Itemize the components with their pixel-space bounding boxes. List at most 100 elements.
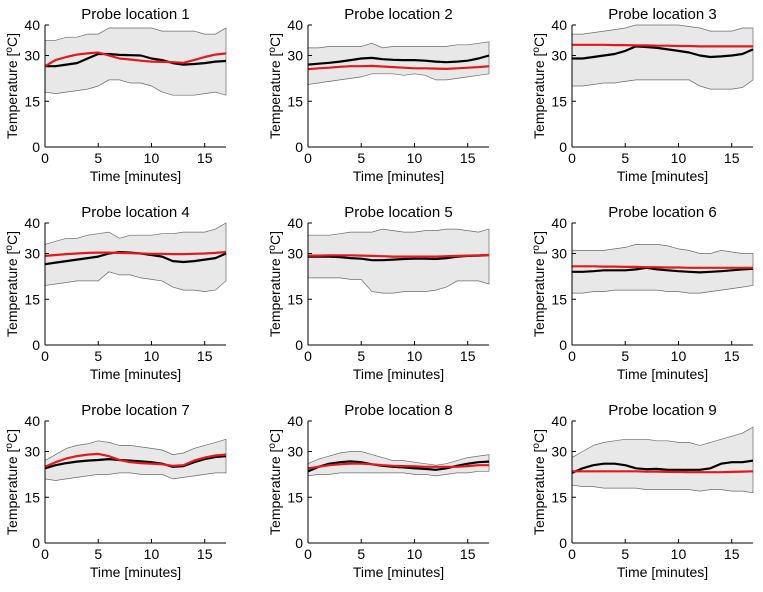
subplot-title: Probe location 8 bbox=[344, 402, 452, 419]
x-axis-label: Time [minutes] bbox=[617, 168, 708, 184]
subplot-2: 0 15 30 40 0 5 10 15 Probe location 2 Time [minut… bbox=[267, 6, 490, 184]
subplot-title: Probe location 3 bbox=[608, 6, 716, 23]
y-tick-label: 30 bbox=[287, 444, 303, 460]
y-tick-label: 0 bbox=[559, 535, 567, 551]
subplot-1: 0 15 30 40 0 5 10 15 Probe location 1 Time [minut… bbox=[4, 6, 227, 184]
x-axis-label: Time [minutes] bbox=[353, 168, 444, 184]
y-axis-label: Temperature [oC] bbox=[267, 231, 283, 337]
y-tick-label: 40 bbox=[551, 413, 567, 429]
x-tick-label: 0 bbox=[304, 546, 312, 562]
y-tick-label: 0 bbox=[32, 139, 40, 155]
x-tick-label: 10 bbox=[144, 150, 160, 166]
subplot-title: Probe location 2 bbox=[344, 6, 452, 23]
y-tick-label: 30 bbox=[551, 246, 567, 262]
y-tick-label: 15 bbox=[551, 93, 567, 109]
x-axis-label: Time [minutes] bbox=[353, 564, 444, 580]
series-line-model bbox=[307, 64, 490, 71]
y-tick-label: 30 bbox=[24, 444, 40, 460]
subplot-title: Probe location 7 bbox=[81, 402, 189, 419]
series-line-model bbox=[307, 462, 489, 470]
x-tick-label: 0 bbox=[304, 348, 312, 364]
y-tick-label: 40 bbox=[287, 413, 303, 429]
series-line-model bbox=[44, 452, 227, 468]
subplot-8: 0 15 30 40 0 5 10 15 Probe location 8 Time [minut… bbox=[267, 402, 490, 580]
range-band bbox=[44, 222, 227, 292]
series-line-mean bbox=[45, 52, 227, 68]
x-tick-label: 0 bbox=[568, 348, 576, 364]
x-axis-label: Time [minutes] bbox=[353, 366, 444, 382]
y-tick-label: 0 bbox=[32, 535, 40, 551]
x-tick-label: 15 bbox=[460, 150, 476, 166]
x-tick-label: 0 bbox=[304, 150, 312, 166]
x-tick-label: 10 bbox=[407, 546, 423, 562]
y-tick-label: 15 bbox=[551, 489, 567, 505]
subplot-9: 0 15 30 40 0 5 10 15 Probe location 9 Time [minut… bbox=[531, 402, 754, 580]
subplot-title: Probe location 5 bbox=[344, 204, 452, 221]
subplot-title: Probe location 9 bbox=[608, 402, 716, 419]
x-tick-label: 5 bbox=[621, 546, 629, 562]
y-tick-label: 40 bbox=[287, 215, 303, 231]
x-tick-label: 0 bbox=[41, 150, 49, 166]
x-tick-label: 15 bbox=[197, 150, 213, 166]
subplot-7: 0 15 30 40 0 5 10 15 Probe location 7 Time [minut… bbox=[4, 402, 227, 580]
y-tick-label: 0 bbox=[32, 337, 40, 353]
series-line-mean bbox=[572, 45, 754, 60]
x-tick-label: 15 bbox=[724, 546, 740, 562]
subplot-3: 0 15 30 40 0 5 10 15 Probe location 3 Time [minut… bbox=[531, 6, 754, 184]
x-tick-label: 15 bbox=[724, 150, 740, 166]
subplot-title: Probe location 1 bbox=[81, 6, 189, 23]
x-tick-label: 5 bbox=[357, 546, 365, 562]
y-tick-label: 0 bbox=[559, 139, 567, 155]
x-tick-label: 15 bbox=[197, 546, 213, 562]
x-tick-label: 15 bbox=[460, 546, 476, 562]
subplot-6: 0 15 30 40 0 5 10 15 Probe location 6 Time [minut… bbox=[531, 204, 754, 382]
y-tick-label: 40 bbox=[551, 17, 567, 33]
y-tick-label: 40 bbox=[287, 17, 303, 33]
series-line-mean bbox=[44, 455, 227, 470]
y-axis-label: Temperature [oC] bbox=[267, 33, 283, 139]
range-band bbox=[307, 451, 490, 477]
x-tick-label: 10 bbox=[671, 150, 687, 166]
x-tick-label: 0 bbox=[568, 150, 576, 166]
y-tick-label: 15 bbox=[287, 489, 303, 505]
series-line-model bbox=[572, 470, 754, 474]
y-tick-label: 30 bbox=[24, 48, 40, 64]
y-axis-label: Temperature [oC] bbox=[531, 231, 547, 337]
y-tick-label: 0 bbox=[559, 337, 567, 353]
y-tick-label: 40 bbox=[24, 17, 40, 33]
series-line-model bbox=[44, 250, 227, 257]
x-tick-label: 5 bbox=[94, 546, 102, 562]
x-axis-label: Time [minutes] bbox=[617, 564, 708, 580]
y-tick-label: 0 bbox=[295, 535, 303, 551]
series-line-mean bbox=[572, 266, 754, 274]
y-tick-label: 0 bbox=[295, 337, 303, 353]
series-line-model bbox=[572, 43, 753, 48]
x-tick-label: 5 bbox=[94, 150, 102, 166]
x-tick-label: 10 bbox=[671, 348, 687, 364]
y-tick-label: 15 bbox=[24, 489, 40, 505]
y-tick-label: 30 bbox=[551, 444, 567, 460]
x-tick-label: 5 bbox=[621, 348, 629, 364]
subplot-4: 0 15 30 40 0 5 10 15 Probe location 4 Time [minut… bbox=[4, 204, 227, 382]
x-tick-label: 10 bbox=[407, 348, 423, 364]
subplot-title: Probe location 4 bbox=[81, 204, 189, 221]
y-tick-label: 15 bbox=[24, 93, 40, 109]
x-tick-label: 10 bbox=[407, 150, 423, 166]
y-tick-label: 15 bbox=[551, 291, 567, 307]
y-tick-label: 15 bbox=[287, 93, 303, 109]
y-tick-label: 0 bbox=[295, 139, 303, 155]
x-tick-label: 15 bbox=[197, 348, 213, 364]
series-line-mean bbox=[571, 459, 754, 474]
y-tick-label: 15 bbox=[24, 291, 40, 307]
x-tick-label: 0 bbox=[568, 546, 576, 562]
x-axis-label: Time [minutes] bbox=[90, 168, 181, 184]
y-tick-label: 40 bbox=[24, 215, 40, 231]
y-axis-label: Temperature [oC] bbox=[267, 429, 283, 535]
y-tick-label: 30 bbox=[551, 48, 567, 64]
x-tick-label: 10 bbox=[144, 348, 160, 364]
y-tick-label: 15 bbox=[287, 291, 303, 307]
x-axis-label: Time [minutes] bbox=[90, 564, 181, 580]
range-band bbox=[307, 228, 490, 294]
range-band bbox=[571, 24, 754, 90]
